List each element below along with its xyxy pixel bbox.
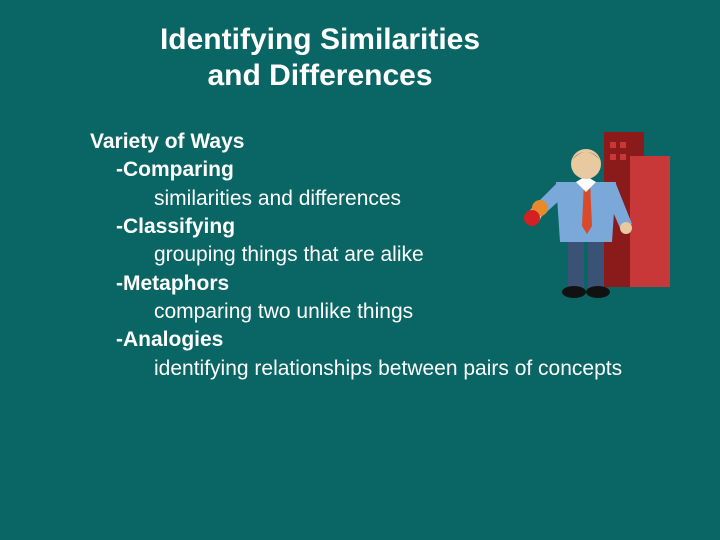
slide-title: Identifying Similarities and Differences <box>40 0 600 94</box>
businessman-clipart-icon <box>512 126 672 306</box>
category-label: -Analogies <box>116 326 622 354</box>
title-line-2: and Differences <box>207 59 432 92</box>
category-desc: identifying relationships between pairs … <box>154 355 622 383</box>
title-line-1: Identifying Similarities <box>160 23 480 56</box>
